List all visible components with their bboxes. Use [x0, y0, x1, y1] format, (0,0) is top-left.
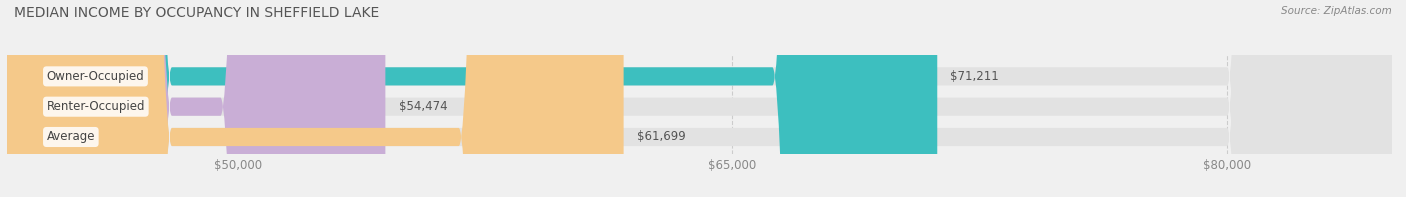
FancyBboxPatch shape	[7, 0, 385, 197]
Text: Source: ZipAtlas.com: Source: ZipAtlas.com	[1281, 6, 1392, 16]
Text: $54,474: $54,474	[398, 100, 447, 113]
Text: $71,211: $71,211	[950, 70, 1000, 83]
Text: $61,699: $61,699	[637, 130, 686, 143]
Text: Average: Average	[46, 130, 96, 143]
FancyBboxPatch shape	[7, 0, 1392, 197]
Text: MEDIAN INCOME BY OCCUPANCY IN SHEFFIELD LAKE: MEDIAN INCOME BY OCCUPANCY IN SHEFFIELD …	[14, 6, 380, 20]
FancyBboxPatch shape	[7, 0, 1392, 197]
FancyBboxPatch shape	[7, 0, 938, 197]
FancyBboxPatch shape	[7, 0, 1392, 197]
Text: Owner-Occupied: Owner-Occupied	[46, 70, 145, 83]
FancyBboxPatch shape	[7, 0, 624, 197]
Text: Renter-Occupied: Renter-Occupied	[46, 100, 145, 113]
